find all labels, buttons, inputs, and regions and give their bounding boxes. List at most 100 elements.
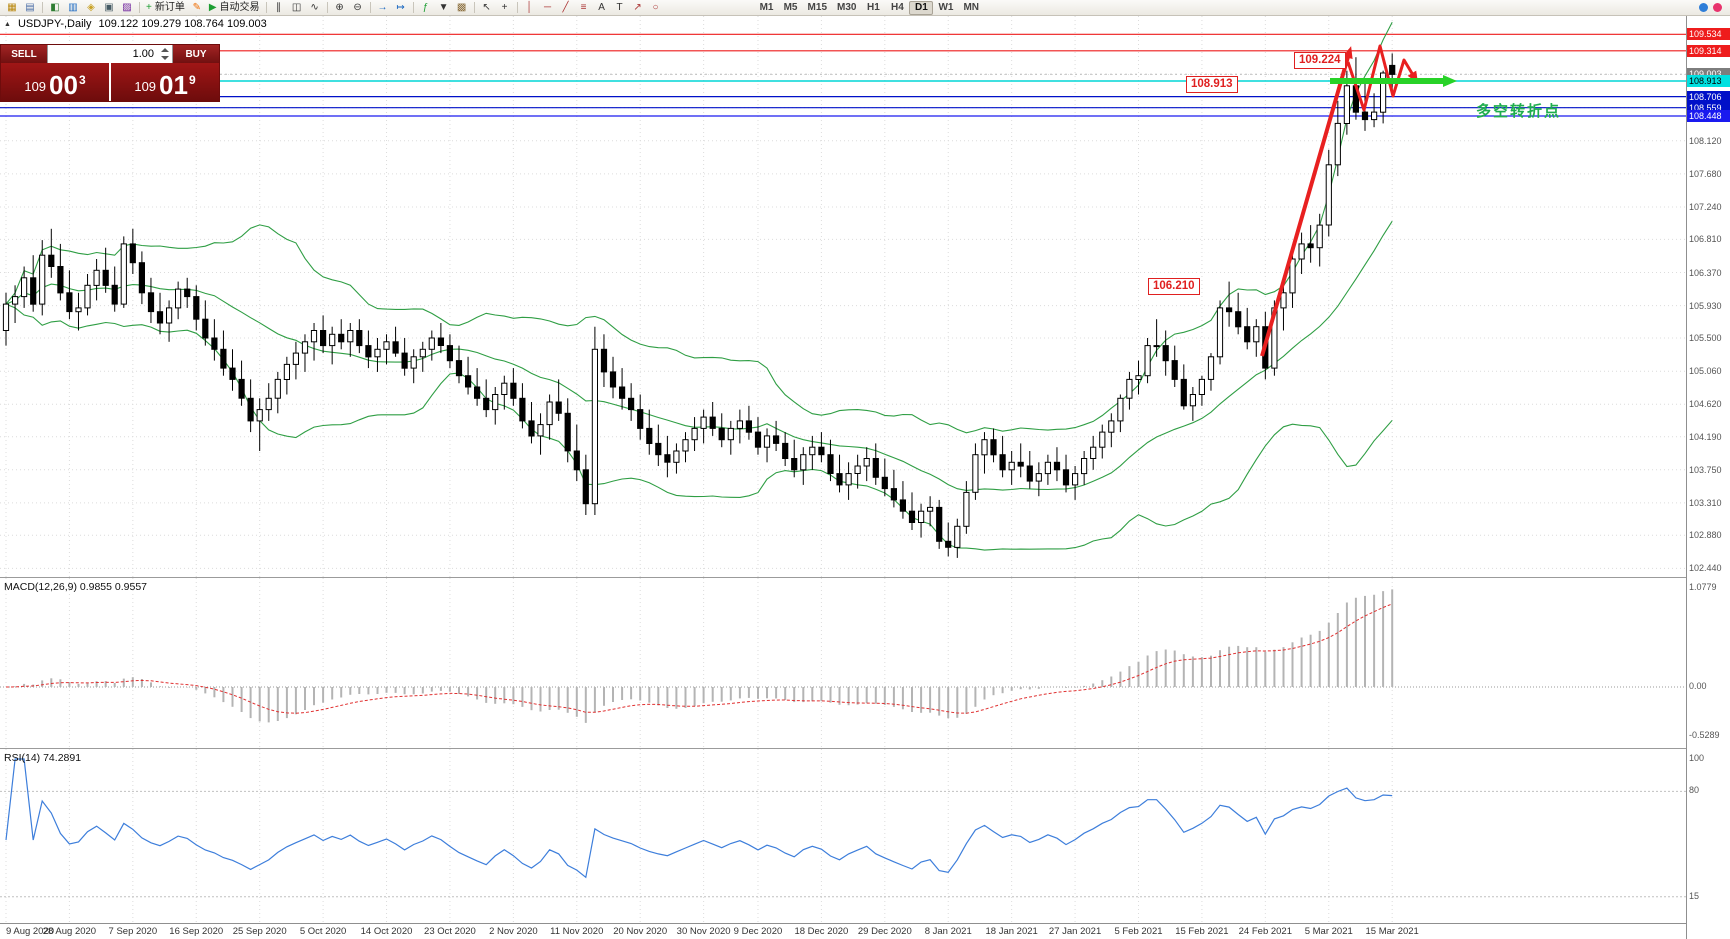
price-axis-label: 105.060	[1689, 366, 1722, 377]
symbol-marker-icon: ▲	[4, 20, 11, 28]
main-chart-canvas[interactable]	[0, 16, 1686, 577]
terminal-icon[interactable]: ▣	[100, 1, 118, 15]
community-status-icon[interactable]	[1699, 3, 1708, 12]
line-chart-icon[interactable]: ∿	[306, 1, 324, 15]
macd-canvas[interactable]	[0, 578, 1686, 748]
volume-field[interactable]: 1.00	[47, 45, 173, 63]
timeframe-M15[interactable]: M15	[807, 2, 827, 13]
timeframe-H4[interactable]: H4	[891, 2, 904, 13]
date-axis-label: 30 Nov 2020	[676, 926, 731, 937]
line-chart-icon: ∿	[310, 1, 319, 13]
autotrading-button[interactable]: ▶ 自动交易	[206, 1, 263, 15]
volume-up-icon[interactable]	[160, 48, 169, 52]
indicators-icon[interactable]: ƒ	[417, 1, 435, 15]
bid-point: 3	[78, 73, 86, 87]
profiles-icon[interactable]: ▤	[21, 1, 39, 15]
templates-icon[interactable]: ▩	[453, 1, 471, 15]
trendline-icon[interactable]: ╱	[557, 1, 575, 15]
toolbar: ▦ ▤ ◧ ▥ ◈ ▣ ▨ + 新订单 ✎ ▶ 自动交易 ∥ ◫ ∿ ⊕ ⊖ → ↦ ƒ ▼ ▩ ↖ + │ ─ ╱ ≡ A T ↗ ○ M1…	[0, 0, 1730, 16]
market-watch-icon[interactable]: ◧	[46, 1, 64, 15]
timeframe-H1[interactable]: H1	[867, 2, 880, 13]
crosshair-icon[interactable]: +	[496, 1, 514, 15]
timeframe-group: M1 M5 M15 M30 H1 H4 D1 W1 MN	[755, 0, 984, 15]
toolbar-right-icons	[1699, 3, 1727, 12]
price-line-tag: 108.448	[1687, 110, 1730, 122]
shapes-tool-icon: ○	[652, 1, 659, 13]
new-order-button: +	[146, 1, 152, 13]
rsi-splitter[interactable]	[0, 746, 1730, 751]
ask-price-panel[interactable]: 109 01 9	[111, 63, 219, 101]
timeframe-M5[interactable]: M5	[783, 2, 798, 13]
rsi-canvas[interactable]	[0, 749, 1686, 923]
new-chart-icon[interactable]: ▦	[3, 1, 21, 15]
toolbar-separator	[369, 2, 371, 13]
vertical-line-icon[interactable]: │	[521, 1, 539, 15]
price-line-tag: 109.534	[1687, 28, 1730, 41]
buy-button[interactable]: BUY	[173, 45, 219, 63]
price-line-tag: 109.314	[1687, 44, 1730, 57]
bars-chart-icon: ∥	[276, 1, 282, 13]
rsi-axis-label: 15	[1689, 890, 1700, 901]
zoom-out-icon[interactable]: ⊖	[349, 1, 367, 15]
volume-value[interactable]: 1.00	[132, 48, 154, 60]
macd-label: MACD(12,26,9) 0.9855 0.9557	[4, 581, 148, 593]
templates-icon: ▩	[456, 1, 467, 13]
toolbar-separator	[473, 2, 475, 13]
strategy-tester-icon[interactable]: ▨	[118, 1, 136, 15]
arrows-tool-icon: ↗	[633, 1, 642, 13]
timeframe-M30[interactable]: M30	[837, 2, 857, 13]
macd-splitter[interactable]	[0, 575, 1730, 580]
auto-scroll-icon[interactable]: →	[374, 1, 392, 15]
chart-workspace: ▲ USDJPY-,Daily 109.122 109.279 108.764 …	[0, 16, 1730, 939]
profiles-icon: ▤	[25, 1, 35, 13]
new-order-button[interactable]: + 新订单	[143, 1, 188, 15]
cursor-icon: ↖	[482, 1, 491, 13]
rsi-axis-label: 80	[1689, 785, 1700, 796]
price-annotation-box[interactable]: 106.210	[1148, 278, 1200, 295]
date-axis-label: 9 Dec 2020	[733, 926, 783, 937]
chart-shift-icon[interactable]: ↦	[392, 1, 410, 15]
volume-down-icon[interactable]	[160, 56, 169, 60]
price-axis[interactable]: 108.120 107.680 107.240 106.810 106.370 105.9…	[1686, 16, 1730, 939]
data-window-icon[interactable]: ▥	[64, 1, 82, 15]
periods-icon[interactable]: ▼	[435, 1, 453, 15]
arrows-tool-icon[interactable]: ↗	[629, 1, 647, 15]
date-axis[interactable]: 9 Aug 2020 28 Aug 2020 7 Sep 2020 16 Sep 20…	[0, 923, 1730, 939]
date-axis-label: 25 Sep 2020	[232, 926, 287, 937]
label-tool-icon[interactable]: T	[611, 1, 629, 15]
candlestick-chart-icon[interactable]: ◫	[288, 1, 306, 15]
metaeditor-icon: ✎	[192, 1, 202, 13]
timeframe-W1[interactable]: W1	[938, 2, 954, 13]
chart-shift-icon: ↦	[396, 1, 405, 13]
bid-price-panel[interactable]: 109 00 3	[1, 63, 109, 101]
text-tool-icon[interactable]: A	[593, 1, 611, 15]
sell-button[interactable]: SELL	[1, 45, 47, 63]
horizontal-line-icon[interactable]: ─	[539, 1, 557, 15]
shapes-tool-icon[interactable]: ○	[647, 1, 665, 15]
volume-spinner[interactable]	[159, 46, 170, 62]
zoom-in-icon[interactable]: ⊕	[331, 1, 349, 15]
turning-point-note[interactable]: 多空转折点	[1476, 103, 1562, 120]
date-axis-label: 5 Oct 2020	[299, 926, 347, 937]
ask-pips: 01	[159, 70, 188, 100]
data-window-icon: ▥	[68, 1, 78, 13]
ohlc-readout: 109.122 109.279 108.764 109.003	[98, 18, 267, 30]
macd-axis-label: 1.0779	[1689, 581, 1717, 592]
navigator-icon[interactable]: ◈	[82, 1, 100, 15]
toolbar-separator	[412, 2, 414, 13]
toolbar-separator	[326, 2, 328, 13]
bid-pips: 00	[49, 70, 78, 100]
date-axis-label: 11 Nov 2020	[550, 926, 604, 937]
date-axis-label: 29 Dec 2020	[857, 926, 912, 937]
fibonacci-icon[interactable]: ≡	[575, 1, 593, 15]
vertical-line-icon: │	[526, 1, 533, 13]
timeframe-M1[interactable]: M1	[759, 2, 774, 13]
metaeditor-icon[interactable]: ✎	[188, 1, 206, 15]
cursor-icon[interactable]: ↖	[478, 1, 496, 15]
timeframe-D1[interactable]: D1	[909, 0, 934, 15]
bars-chart-icon[interactable]: ∥	[270, 1, 288, 15]
price-annotation-box[interactable]: 109.224	[1294, 52, 1346, 69]
timeframe-MN[interactable]: MN	[963, 2, 980, 13]
news-status-icon[interactable]	[1713, 3, 1722, 12]
price-annotation-box[interactable]: 108.913	[1186, 76, 1238, 93]
